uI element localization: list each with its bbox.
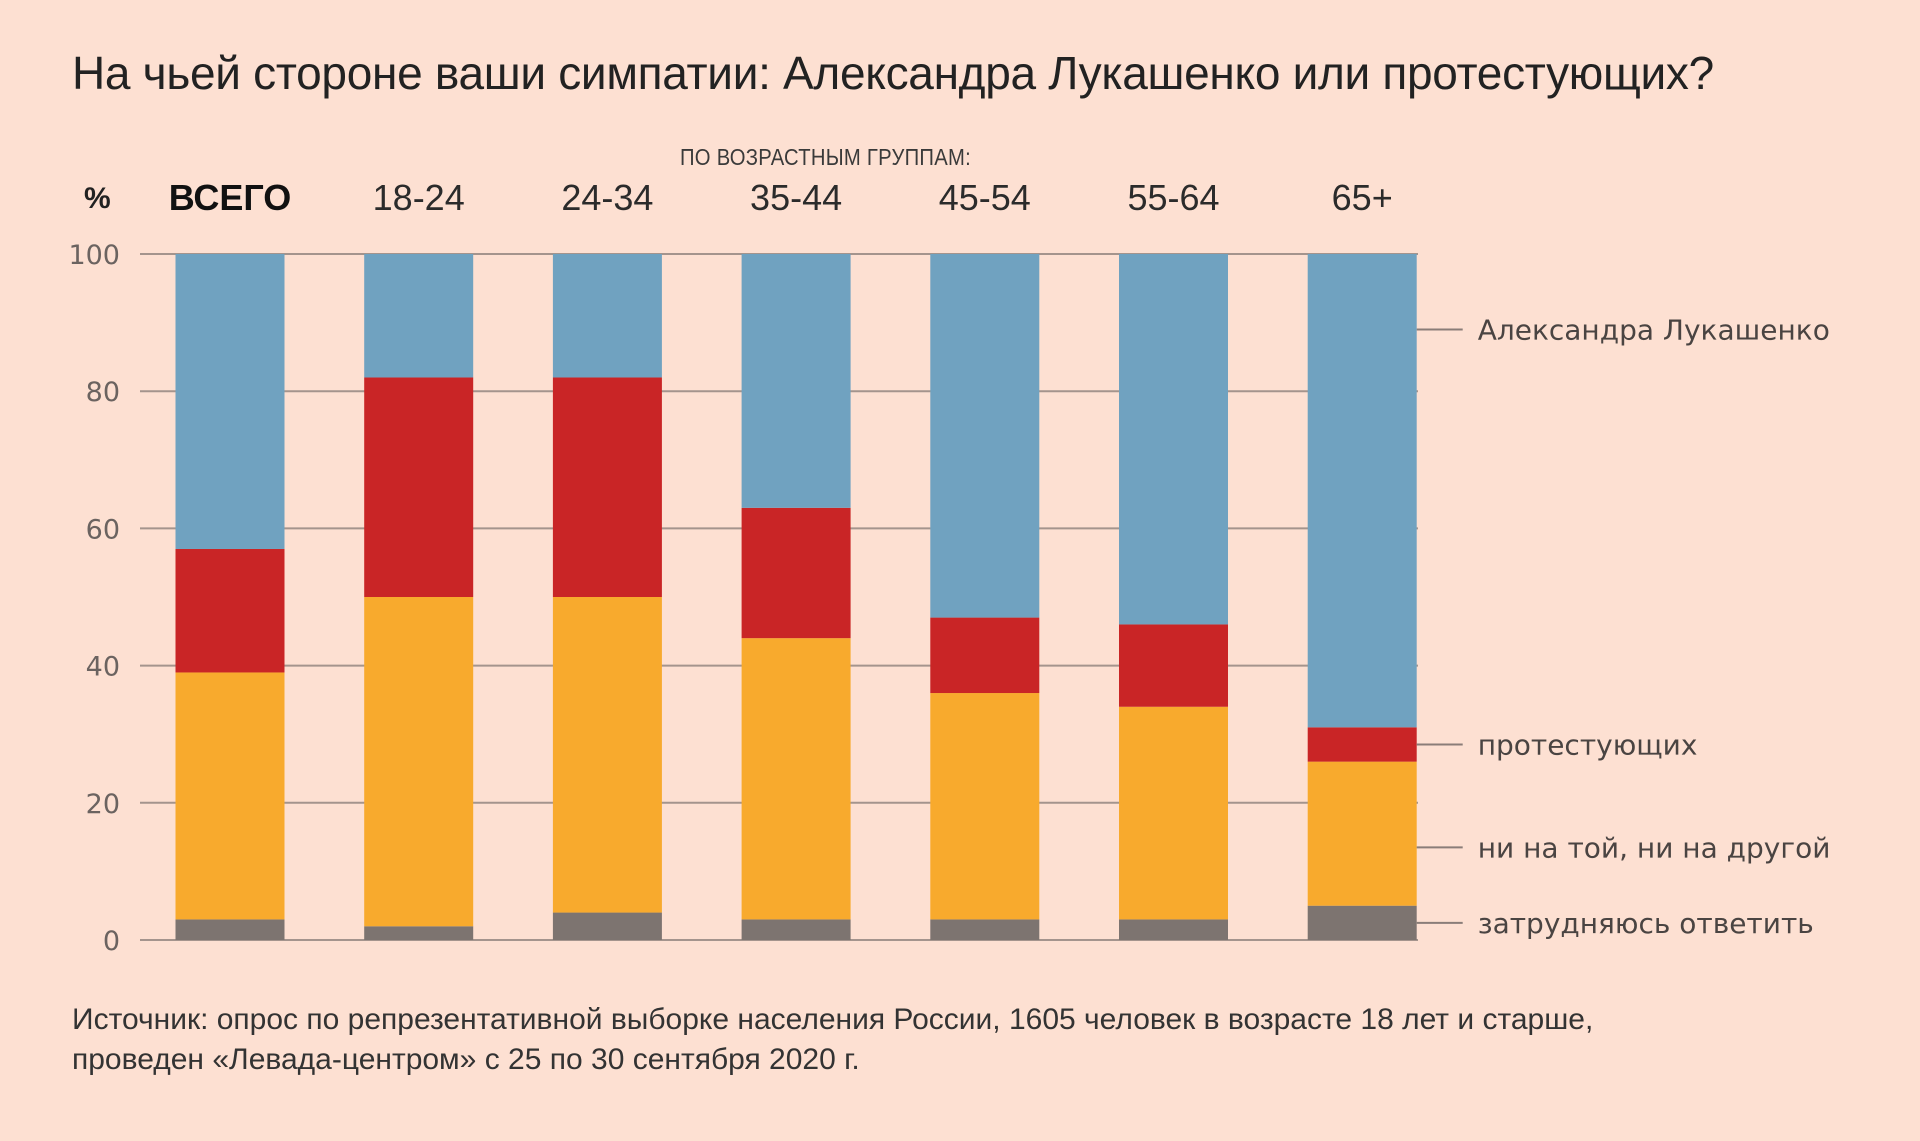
bar-stack xyxy=(930,254,1040,940)
bar-stack xyxy=(741,254,851,940)
bar-segment xyxy=(175,672,285,920)
y-tick-label: 40 xyxy=(86,652,120,683)
chart-title: На чьей стороне ваши симпатии: Александр… xyxy=(72,47,1714,99)
bar-stack xyxy=(552,254,662,940)
bar-segment xyxy=(552,597,662,913)
bar-segment xyxy=(552,912,662,940)
legend-label: протестующих xyxy=(1478,728,1698,761)
bar-segment xyxy=(1307,905,1417,940)
bars xyxy=(175,254,1417,940)
source-note: Источник: опрос по репрезентативной выбо… xyxy=(72,1000,1593,1080)
bar-segment xyxy=(930,617,1040,694)
y-tick-label: 20 xyxy=(86,789,120,820)
y-unit-label: % xyxy=(84,182,111,215)
bar-segment xyxy=(552,377,662,597)
bar-stack xyxy=(364,254,474,940)
source-line-2: проведен «Левада-центром» с 25 по 30 сен… xyxy=(72,1043,860,1076)
y-axis-ticks: 0 20 40 60 80 100 xyxy=(68,240,120,957)
legend-label: затрудняюсь ответить xyxy=(1478,907,1814,940)
bar-stack xyxy=(1119,254,1228,940)
bar-segment xyxy=(364,254,474,378)
bar-segment xyxy=(1307,254,1417,728)
bar-segment xyxy=(1119,706,1228,920)
bar-segment xyxy=(175,919,285,940)
bar-segment xyxy=(1307,727,1417,762)
bar-stack xyxy=(175,254,285,940)
y-tick-label: 0 xyxy=(103,926,120,957)
legend-label: ни на той, ни на другой xyxy=(1478,831,1831,864)
bar-segment xyxy=(364,377,474,597)
bar-segment xyxy=(741,507,851,639)
legend: затрудняюсь ответить ни на той, ни на дру… xyxy=(1416,313,1831,940)
age-groups-caption: ПО ВОЗРАСТНЫМ ГРУППАМ: xyxy=(680,144,972,170)
bar-segment xyxy=(364,597,474,927)
category-label: 55-64 xyxy=(1127,177,1220,218)
bar-segment xyxy=(1307,761,1417,906)
bar-segment xyxy=(930,693,1040,920)
bar-segment xyxy=(741,254,851,508)
bar-segment xyxy=(741,638,851,920)
y-tick-label: 100 xyxy=(68,240,120,271)
legend-label: Александра Лукашенко xyxy=(1478,313,1830,346)
bar-segment xyxy=(364,926,474,940)
category-label: 45-54 xyxy=(938,177,1031,218)
bar-stack xyxy=(1307,254,1417,940)
source-line-1: Источник: опрос по репрезентативной выбо… xyxy=(72,1003,1594,1036)
category-label: 65+ xyxy=(1331,177,1393,218)
y-tick-label: 60 xyxy=(86,514,120,545)
bar-segment xyxy=(552,254,662,378)
bar-segment xyxy=(175,254,285,549)
bar-segment xyxy=(741,919,851,940)
bar-segment xyxy=(1119,624,1228,707)
bar-segment xyxy=(1119,919,1228,940)
category-label: 35-44 xyxy=(750,177,843,218)
bar-segment xyxy=(1119,254,1228,625)
y-tick-label: 80 xyxy=(86,377,120,408)
bar-segment xyxy=(175,548,285,673)
category-label: ВСЕГО xyxy=(168,177,292,218)
category-label: 18-24 xyxy=(372,177,465,218)
bar-segment xyxy=(930,254,1040,618)
category-label: 24-34 xyxy=(561,177,654,218)
bar-segment xyxy=(930,919,1040,940)
